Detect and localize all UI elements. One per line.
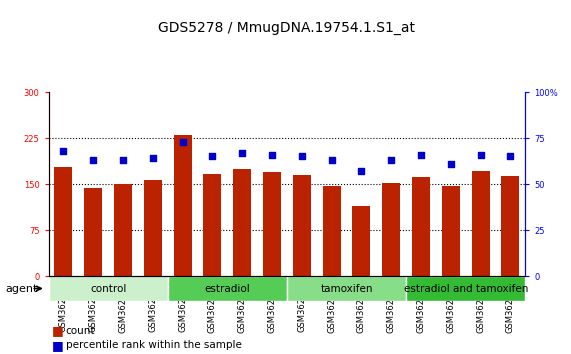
Bar [501, 176, 520, 276]
Bar [293, 175, 311, 276]
Point [416, 152, 425, 158]
Point [178, 139, 187, 144]
Text: ■: ■ [51, 339, 63, 352]
Bar [323, 186, 340, 276]
Bar [144, 180, 162, 276]
Point [238, 150, 247, 156]
Bar [406, 276, 525, 301]
Text: estradiol and tamoxifen: estradiol and tamoxifen [404, 284, 528, 293]
Text: ■: ■ [51, 325, 63, 337]
Point [387, 157, 396, 163]
Text: control: control [90, 284, 126, 293]
Bar [263, 172, 281, 276]
Point [506, 154, 515, 159]
Text: tamoxifen: tamoxifen [320, 284, 373, 293]
Text: count: count [66, 326, 95, 336]
Bar [174, 135, 192, 276]
Point [357, 169, 366, 174]
Text: agent: agent [6, 284, 38, 293]
Point [59, 148, 68, 154]
Point [89, 157, 98, 163]
Bar [352, 206, 371, 276]
Text: GDS5278 / MmugDNA.19754.1.S1_at: GDS5278 / MmugDNA.19754.1.S1_at [158, 21, 416, 35]
Bar [442, 186, 460, 276]
Bar [234, 169, 251, 276]
Point [267, 152, 276, 158]
Bar [54, 167, 73, 276]
Point [118, 157, 127, 163]
Point [476, 152, 485, 158]
Point [148, 155, 158, 161]
Text: estradiol: estradiol [204, 284, 250, 293]
Bar [412, 177, 430, 276]
Bar [168, 276, 287, 301]
Text: percentile rank within the sample: percentile rank within the sample [66, 340, 242, 350]
Bar [203, 174, 222, 276]
Bar [114, 184, 132, 276]
Bar [287, 276, 406, 301]
Point [208, 154, 217, 159]
Bar [49, 276, 168, 301]
Bar [472, 171, 489, 276]
Point [297, 154, 307, 159]
Bar [383, 183, 400, 276]
Point [447, 161, 456, 167]
Bar [85, 188, 102, 276]
Point [327, 157, 336, 163]
